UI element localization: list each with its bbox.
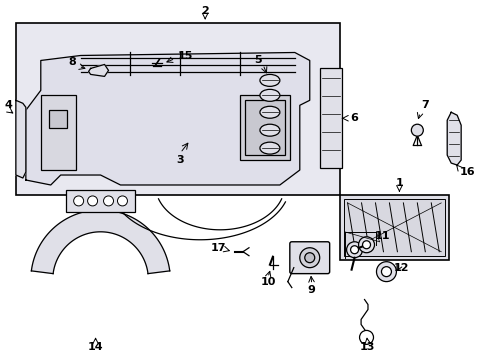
Bar — [41, 95, 76, 170]
FancyBboxPatch shape — [289, 242, 329, 274]
Circle shape — [346, 242, 362, 258]
Bar — [343, 199, 444, 256]
Text: 6: 6 — [350, 113, 358, 123]
Polygon shape — [16, 100, 26, 178]
Bar — [319, 68, 341, 168]
Text: 17: 17 — [210, 243, 225, 253]
Bar — [339, 195, 448, 260]
Text: 4: 4 — [5, 100, 13, 110]
Ellipse shape — [260, 89, 279, 101]
Ellipse shape — [260, 106, 279, 118]
Text: 9: 9 — [307, 284, 315, 294]
Circle shape — [87, 196, 98, 206]
Ellipse shape — [260, 75, 279, 86]
Text: 1: 1 — [395, 178, 403, 188]
Circle shape — [362, 241, 370, 249]
Circle shape — [103, 196, 113, 206]
Text: 8: 8 — [69, 58, 77, 67]
Circle shape — [410, 124, 423, 136]
Circle shape — [117, 196, 127, 206]
Text: 16: 16 — [458, 167, 474, 177]
Text: 11: 11 — [374, 231, 389, 241]
Ellipse shape — [260, 124, 279, 136]
Text: 10: 10 — [260, 276, 275, 287]
Circle shape — [74, 196, 83, 206]
Circle shape — [304, 253, 314, 263]
Polygon shape — [26, 53, 309, 185]
Text: 12: 12 — [393, 263, 408, 273]
Polygon shape — [88, 64, 108, 76]
Bar — [65, 190, 135, 212]
Bar — [240, 95, 289, 160]
Polygon shape — [447, 112, 460, 165]
Bar — [49, 110, 66, 128]
Text: 13: 13 — [359, 342, 374, 352]
Bar — [16, 23, 339, 195]
Circle shape — [358, 237, 374, 253]
Text: 14: 14 — [87, 342, 103, 352]
Circle shape — [299, 248, 319, 268]
Text: 2: 2 — [201, 6, 208, 15]
Circle shape — [350, 246, 358, 254]
Text: 3: 3 — [176, 155, 183, 165]
Polygon shape — [31, 210, 169, 274]
Circle shape — [376, 262, 396, 282]
Text: 5: 5 — [254, 55, 261, 66]
Text: 7: 7 — [421, 100, 428, 110]
Circle shape — [359, 330, 373, 345]
Bar — [244, 100, 285, 155]
Ellipse shape — [260, 142, 279, 154]
Text: 15: 15 — [177, 51, 193, 62]
Circle shape — [381, 267, 390, 276]
